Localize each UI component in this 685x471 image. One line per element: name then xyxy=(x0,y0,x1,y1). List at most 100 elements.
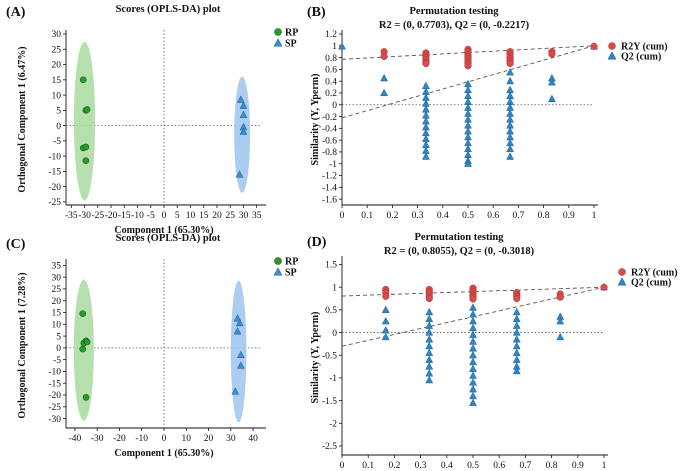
q2-point xyxy=(512,314,521,323)
data-point-rp xyxy=(82,157,90,165)
y-tick-label: -2 xyxy=(329,419,337,429)
x-tick-label: 0.5 xyxy=(462,211,474,221)
x-tick-label: 20 xyxy=(204,434,214,444)
legend-label-q2: Q2 (cum) xyxy=(621,52,661,63)
x-tick-label: 0 xyxy=(162,434,167,444)
x-tick-label: -40 xyxy=(69,434,82,444)
legend-label-rp: RP xyxy=(285,257,298,268)
data-point-rp xyxy=(79,76,87,84)
q2-point xyxy=(469,330,477,338)
x-tick-label: 0.4 xyxy=(441,461,453,471)
x-tick-label: -20 xyxy=(113,434,126,444)
x-tick-label: 40 xyxy=(248,434,258,444)
q2-point xyxy=(469,357,477,366)
y-tick-label: 1.5 xyxy=(325,261,337,271)
x-tick-label: -30 xyxy=(78,211,91,221)
x-tick-label: 0.5 xyxy=(467,461,479,471)
q2-point xyxy=(464,159,472,167)
legend-label-rp: RP xyxy=(285,28,298,39)
x-tick-label: -20 xyxy=(105,211,118,221)
x-tick-label: 0.8 xyxy=(546,461,558,471)
chart-title: Permutation testing xyxy=(410,6,500,17)
x-tick-label: 0.3 xyxy=(415,461,427,471)
q2-regression-line xyxy=(341,45,595,119)
legend-marker-q2 xyxy=(607,51,617,60)
x-tick-label: -5 xyxy=(147,211,155,221)
q2-point xyxy=(422,152,430,160)
r2-point xyxy=(425,294,433,303)
y-tick-label: 15 xyxy=(52,76,62,86)
y-tick-label: -30 xyxy=(48,415,61,425)
x-tick-label: 0.9 xyxy=(572,461,584,471)
q2-point xyxy=(512,335,521,343)
y-tick-label: 10 xyxy=(52,91,62,101)
y-tick-label: -20 xyxy=(48,183,61,193)
q2-point xyxy=(506,76,514,85)
q2-point xyxy=(469,344,477,352)
q2-point xyxy=(425,341,434,350)
y-axis-label: Similarity (Y, Yperm) xyxy=(310,74,321,166)
q2-point xyxy=(469,337,477,345)
r2-point xyxy=(556,293,564,301)
q2-point xyxy=(380,73,388,82)
r2-point xyxy=(590,42,598,50)
y-tick-label: -1 xyxy=(329,160,337,170)
y-tick-label: 0.2 xyxy=(325,89,337,99)
chart-subtitle: R2 = (0, 0.7703), Q2 = (0, -0.2217) xyxy=(379,20,530,31)
q2-point xyxy=(506,152,514,160)
y-tick-label: 35 xyxy=(52,262,62,272)
legend-marker-rp xyxy=(274,28,282,36)
x-tick-label: 0.6 xyxy=(493,461,505,471)
x-tick-label: -35 xyxy=(65,211,78,221)
x-tick-label: 10 xyxy=(182,434,192,444)
panel-2: (C) Scores (OPLS-DA) plot35302520151050-5… xyxy=(6,233,298,459)
r2-point xyxy=(513,294,521,303)
legend-label-q2: Q2 (cum) xyxy=(631,278,671,289)
y-tick-label: 5 xyxy=(56,107,61,117)
y-tick-label: 0 xyxy=(332,101,337,111)
y-tick-label: 5 xyxy=(56,332,61,342)
x-tick-label: 0.1 xyxy=(361,211,373,221)
q2-point xyxy=(469,371,477,379)
y-tick-label: -20 xyxy=(48,391,61,401)
y-tick-label: -1.4 xyxy=(322,184,337,194)
q2-point xyxy=(381,305,390,313)
y-tick-label: 0.4 xyxy=(325,77,337,87)
q2-point xyxy=(512,348,521,357)
confidence-ellipse-rp xyxy=(73,41,96,201)
legend-label-sp: SP xyxy=(285,268,297,279)
q2-point xyxy=(469,350,477,359)
q2-point xyxy=(425,328,434,336)
data-point-sp xyxy=(239,101,248,109)
y-tick-label: -0.5 xyxy=(322,351,337,361)
y-tick-label: 15 xyxy=(52,309,62,319)
r2-point xyxy=(380,52,388,60)
data-point-sp xyxy=(233,327,242,335)
q2-point xyxy=(469,391,477,400)
y-tick-label: 0.5 xyxy=(325,306,337,316)
q2-point xyxy=(512,341,521,350)
y-tick-label: 0 xyxy=(56,122,61,132)
q2-point xyxy=(338,42,346,50)
y-tick-label: -1.5 xyxy=(322,397,337,407)
y-tick-label: -10 xyxy=(48,368,61,378)
y-tick-label: 20 xyxy=(52,297,62,307)
data-point-sp xyxy=(233,314,242,322)
confidence-ellipse-sp xyxy=(230,280,247,423)
data-point-rp xyxy=(79,345,87,353)
legend-marker-sp xyxy=(273,267,283,276)
x-tick-label: 0.8 xyxy=(538,211,550,221)
panel-label: (B) xyxy=(307,5,326,20)
x-tick-label: 0.9 xyxy=(563,211,575,221)
q2-point xyxy=(469,378,477,386)
x-tick-label: 0 xyxy=(340,461,345,471)
q2-point xyxy=(425,362,434,370)
y-tick-label: 25 xyxy=(52,45,62,55)
q2-point xyxy=(512,366,521,375)
legend-marker-sp xyxy=(273,38,283,47)
data-point-sp xyxy=(239,127,248,135)
y-tick-label: 20 xyxy=(52,61,62,71)
chart-subtitle: R2 = (0, 0.8055), Q2 = (0, -0.3018) xyxy=(384,246,535,257)
y-axis-label: Orthogonal Component 1 (6.47%) xyxy=(17,46,28,192)
